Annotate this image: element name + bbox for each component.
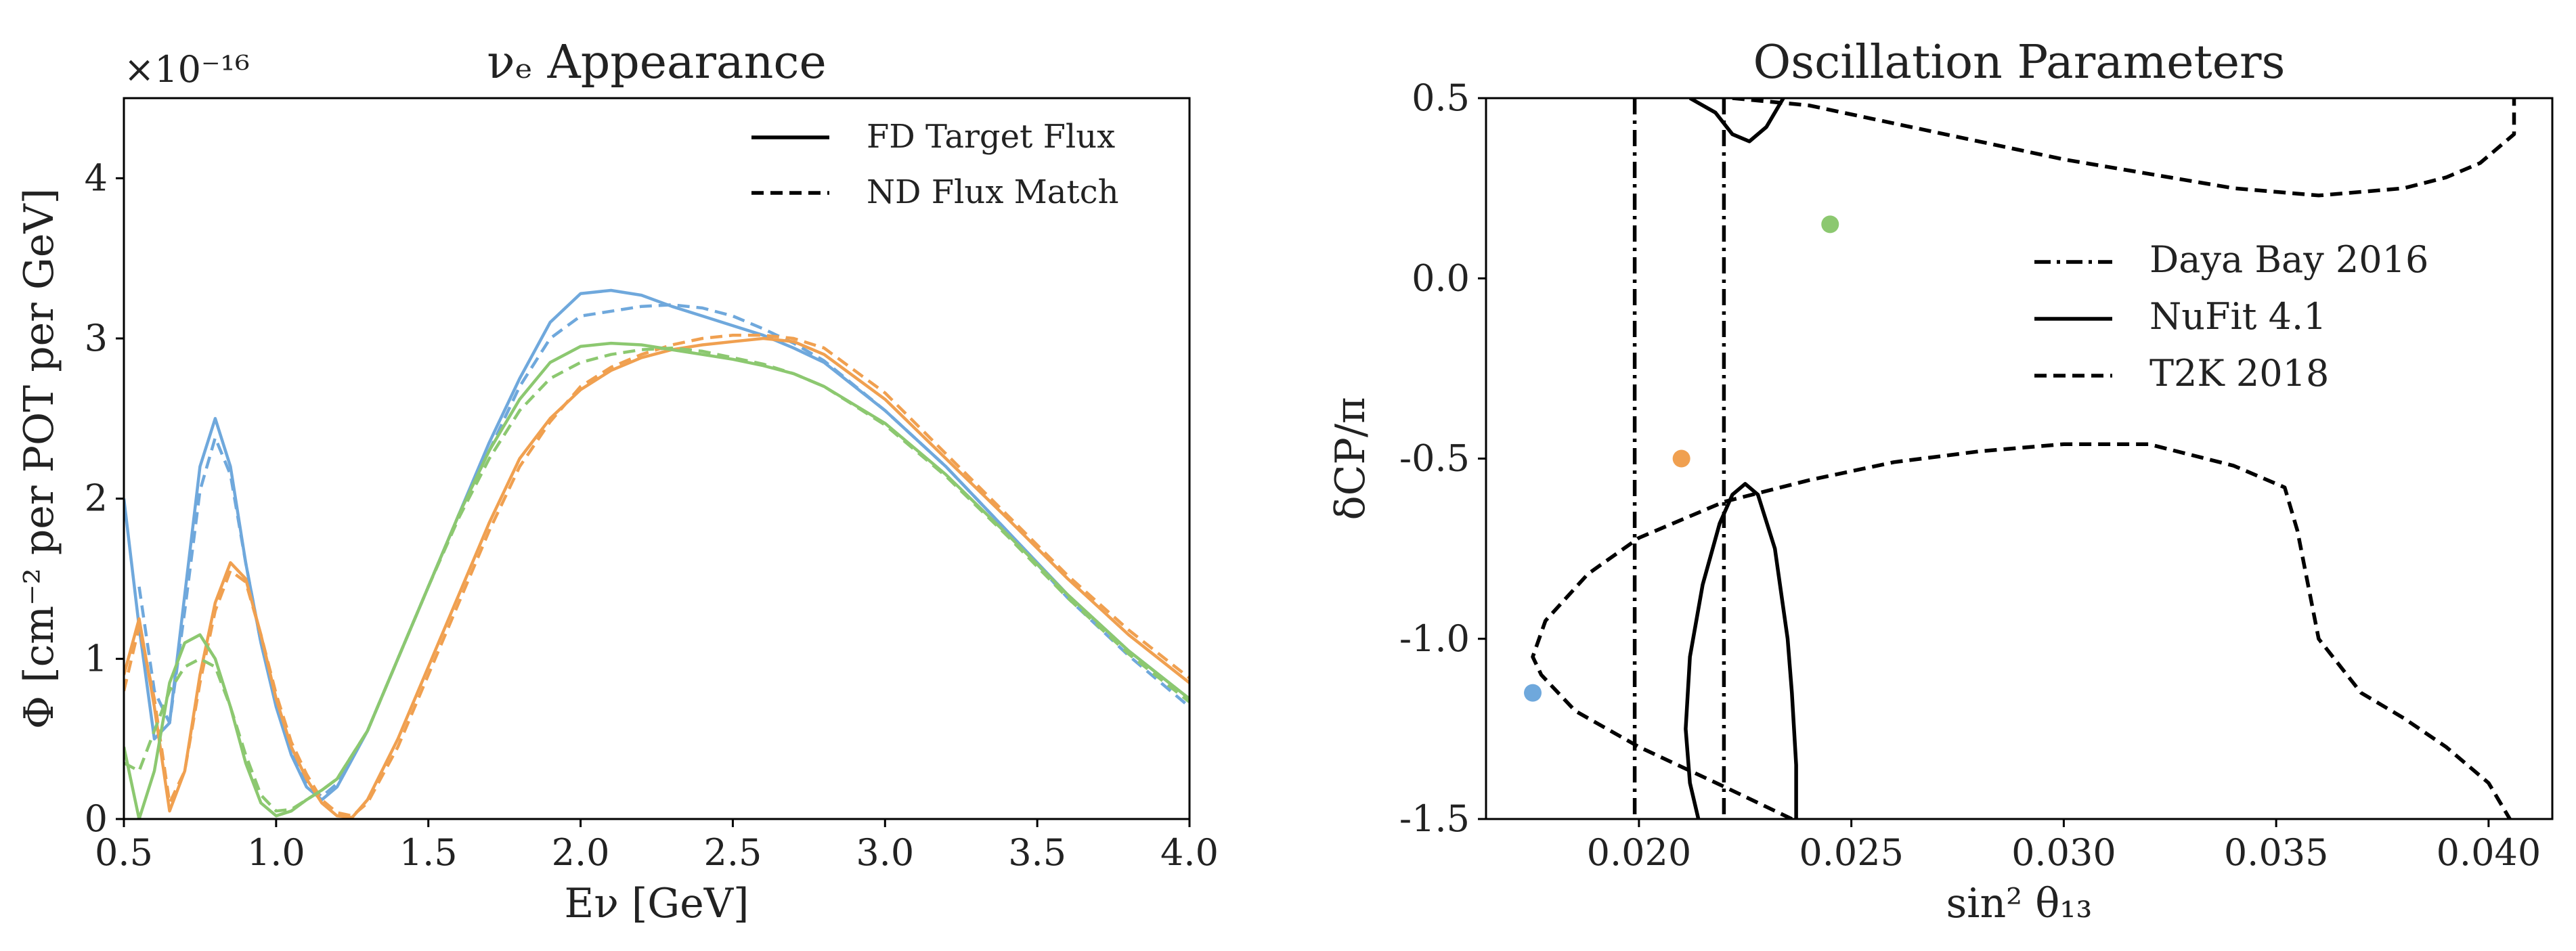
data-point-2 — [1524, 684, 1542, 702]
plot-frame — [123, 97, 1191, 820]
series-line-orange-fd — [124, 336, 1189, 819]
y-axis-label: Φ [cm⁻² per POT per GeV] — [16, 188, 63, 729]
series-group — [124, 288, 1189, 819]
legend-label: ND Flux Match — [867, 173, 1119, 211]
series-group — [1531, 98, 2516, 819]
x-tick-label: 0.020 — [1587, 831, 1692, 874]
series-line-nufit-4-1-upper — [1688, 98, 1785, 143]
y-tick-label: -0.5 — [1399, 437, 1470, 480]
y-tick-label: 4 — [85, 156, 108, 199]
y-tick-label: -1.0 — [1399, 617, 1470, 660]
series-line-t2k-2018-upper — [1732, 98, 2516, 198]
x-tick-label: 0.030 — [2011, 831, 2116, 874]
data-point-0 — [1821, 215, 1839, 234]
flux-panel: 0.5 1.0 1.5 2.0 2.5 3.0 3.5 4.0 0 1 2 3 4 νₑ Appearan… — [16, 36, 1219, 927]
series-line-green-nd — [124, 346, 1189, 813]
x-tick-label: 3.5 — [1008, 831, 1066, 874]
y-tick-label: 3 — [85, 317, 108, 359]
y-tick-label: 0 — [85, 797, 108, 840]
x-tick-label: 0.040 — [2437, 831, 2541, 874]
chart-title: νₑ Appearance — [487, 36, 826, 89]
legend-label: NuFit 4.1 — [2149, 295, 2327, 338]
x-tick-label: 4.0 — [1160, 831, 1219, 874]
x-tick-label: 0.5 — [95, 831, 153, 874]
plot-frame — [1485, 97, 2554, 820]
x-tick-label: 0.035 — [2224, 831, 2329, 874]
x-tick-label: 2.0 — [552, 831, 610, 874]
x-tick-label: 3.0 — [856, 831, 914, 874]
x-axis-label: Eν [GeV] — [565, 880, 749, 927]
series-line-blue-nd — [137, 303, 1189, 799]
x-tick-label: 1.0 — [247, 831, 305, 874]
data-point-1 — [1672, 449, 1690, 468]
y-axis-label: δCP/π — [1327, 397, 1374, 520]
y-tick-label: 0.5 — [1412, 76, 1470, 119]
series-line-nufit-4-1-lower — [1684, 482, 1798, 819]
oscillation-panel: 0.020 0.025 0.030 0.035 0.040 0.5 0.0 -0.5 -1.0 -… — [1327, 36, 2554, 927]
chart-title: Oscillation Parameters — [1753, 36, 2286, 89]
series-line-t2k-2018-lower — [1531, 442, 2512, 819]
y-axis-multiplier: ×10⁻¹⁶ — [124, 48, 250, 91]
legend: Daya Bay 2016 NuFit 4.1 T2K 2018 — [2034, 238, 2428, 395]
y-tick-label: 1 — [85, 637, 108, 680]
series-line-orange-nd — [124, 334, 1189, 818]
x-tick-label: 2.5 — [703, 831, 762, 874]
y-tick-label: -1.5 — [1399, 797, 1470, 840]
legend-label: Daya Bay 2016 — [2149, 238, 2428, 281]
legend: FD Target Flux ND Flux Match — [751, 118, 1119, 211]
x-axis-label: sin² θ₁₃ — [1946, 880, 2093, 927]
y-tick-label: 2 — [85, 477, 108, 520]
x-tick-label: 0.025 — [1799, 831, 1904, 874]
x-tick-label: 1.5 — [399, 831, 458, 874]
series-line-green-fd — [124, 341, 1189, 819]
legend-label: T2K 2018 — [2149, 352, 2329, 395]
legend-label: FD Target Flux — [867, 118, 1115, 156]
y-tick-label: 0.0 — [1412, 257, 1470, 299]
